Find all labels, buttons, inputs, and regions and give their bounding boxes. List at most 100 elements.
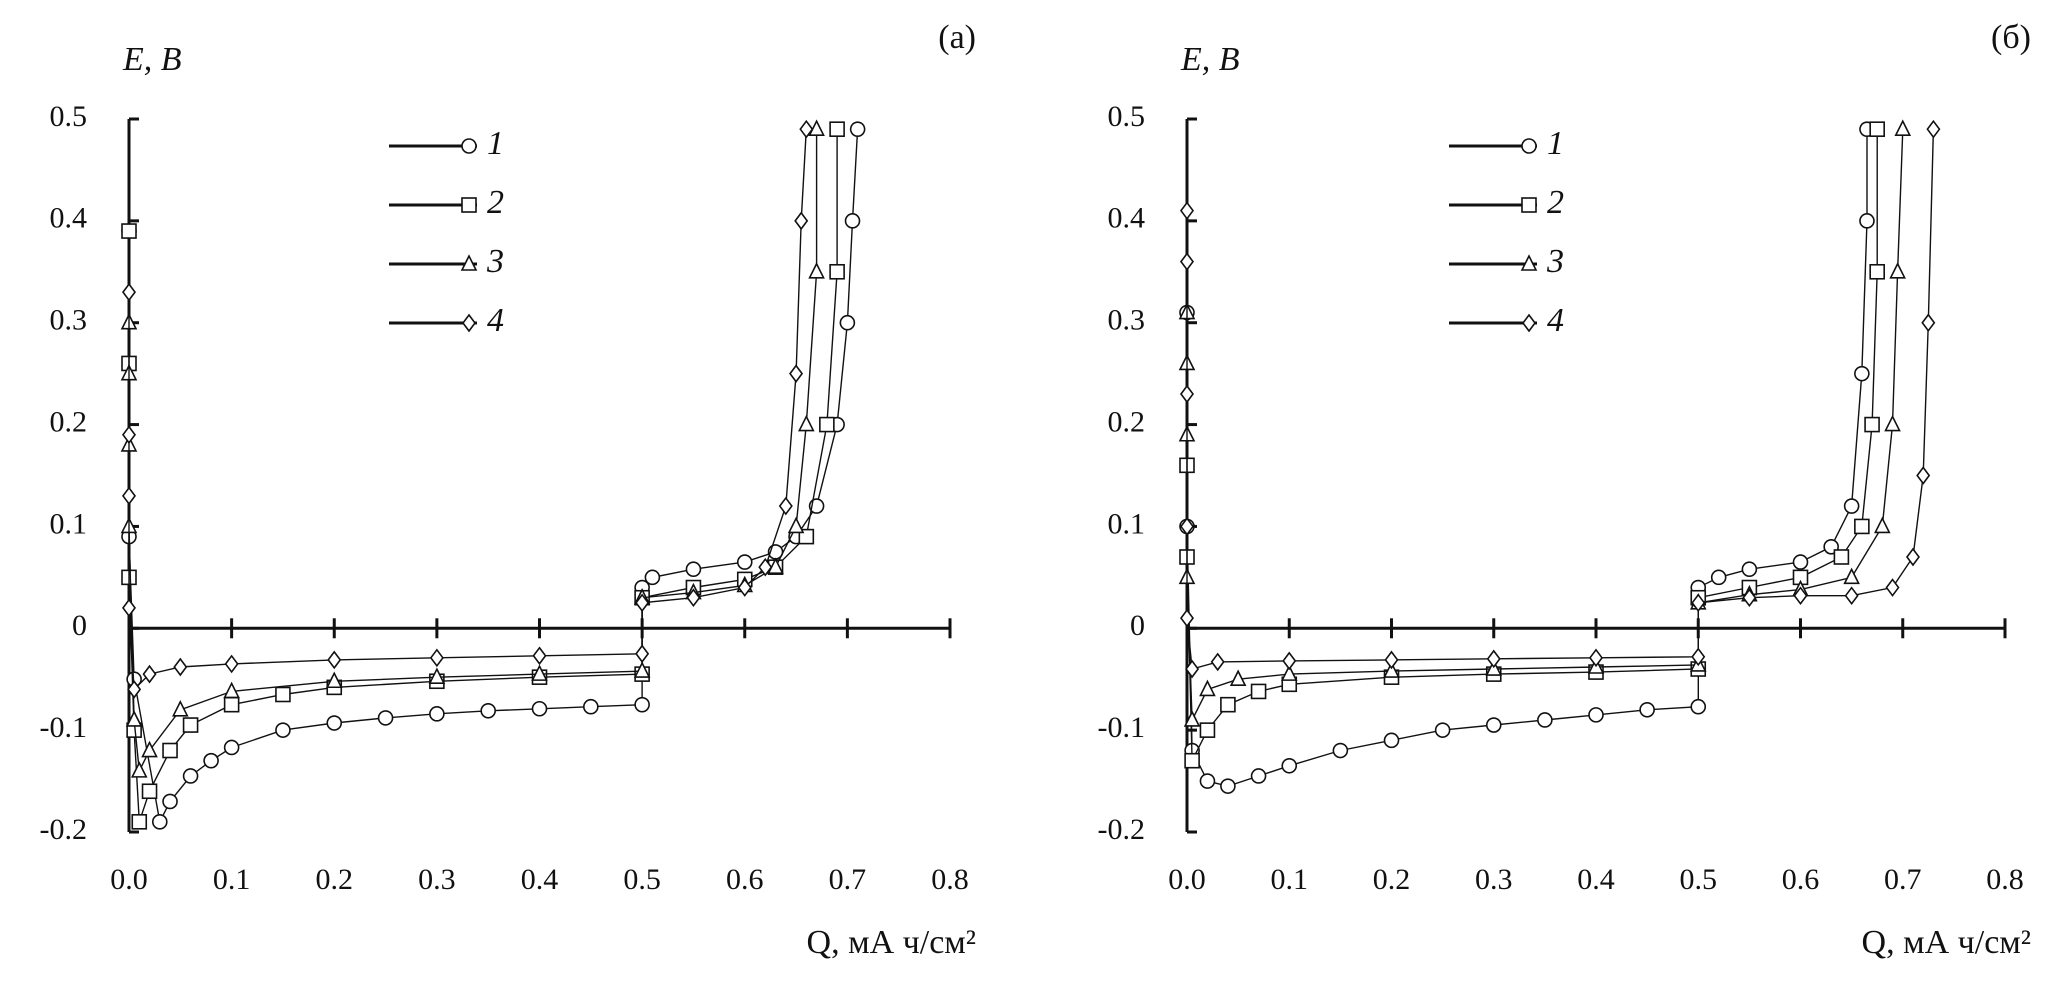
x-tick-label: 0.5 (623, 863, 661, 896)
data-point (1280, 664, 1298, 681)
series-line (128, 129, 807, 691)
series-line (128, 129, 818, 774)
data-point (172, 699, 189, 717)
data-point (327, 650, 342, 670)
data-point (736, 554, 753, 570)
data-point (1905, 547, 1920, 567)
data-point (325, 671, 343, 689)
data-point (1229, 669, 1247, 687)
data-point (758, 557, 773, 577)
data-point (1180, 252, 1194, 271)
data-point (377, 710, 394, 726)
data-point (125, 710, 143, 727)
data-point (635, 644, 650, 664)
legend-marker (1521, 138, 1537, 154)
legend-label: 2 (487, 184, 504, 221)
series-line (128, 129, 838, 823)
legend-label: 1 (487, 125, 504, 162)
data-point (162, 742, 178, 759)
data-point (1220, 696, 1236, 713)
legend-marker (1521, 197, 1537, 213)
y-tick-label: 0.1 (50, 507, 88, 540)
data-point (685, 561, 702, 578)
data-point (798, 414, 815, 432)
data-point (1250, 768, 1267, 784)
data-point (1383, 661, 1400, 678)
data-point (130, 761, 148, 778)
data-point (1588, 707, 1604, 723)
data-point (799, 119, 814, 139)
data-point (839, 314, 856, 331)
data-point (429, 648, 444, 668)
legend-marker (461, 138, 477, 154)
data-point (829, 121, 845, 137)
data-point (1537, 712, 1553, 728)
data-point (1282, 651, 1297, 671)
data-point (1843, 498, 1860, 514)
y-tick-label: -0.1 (1098, 711, 1146, 744)
data-point (1183, 710, 1201, 727)
legend-marker (460, 254, 478, 271)
x-tick-label: 0.5 (1680, 863, 1718, 896)
data-point (224, 654, 239, 674)
data-point (1854, 365, 1870, 382)
data-point (182, 768, 199, 784)
data-point (1894, 119, 1912, 136)
data-point (686, 588, 701, 608)
data-point (787, 516, 805, 534)
data-point (1434, 722, 1451, 738)
data-point (1180, 608, 1194, 628)
y-tick-label: 0.3 (1108, 304, 1146, 337)
x-tick-label: 0.7 (829, 863, 867, 896)
data-point (121, 223, 137, 239)
data-point (1859, 213, 1875, 229)
series-line (1186, 129, 1904, 721)
data-point (1869, 121, 1885, 137)
x-tick-label: 0.2 (1373, 863, 1411, 896)
x-tick-label: 0.1 (213, 863, 251, 896)
legend-marker (1520, 254, 1538, 271)
x-tick-label: 0.6 (1782, 863, 1820, 896)
x-tick-label: 0.3 (418, 863, 456, 896)
data-point (223, 696, 240, 713)
data-point (583, 698, 599, 715)
data-point (532, 646, 547, 666)
data-point (1210, 652, 1225, 672)
y-tick-label: 0.5 (50, 100, 88, 133)
data-point (141, 783, 158, 800)
data-point (142, 664, 157, 684)
data-point (1690, 698, 1707, 715)
data-point (819, 416, 835, 433)
data-point (1332, 742, 1349, 759)
data-point (1250, 683, 1267, 700)
data-point (122, 598, 136, 618)
data-point (122, 486, 136, 506)
data-point (1589, 648, 1603, 668)
data-point (1874, 516, 1891, 534)
data-point (1691, 647, 1706, 667)
data-point (1281, 757, 1298, 774)
data-point (1869, 263, 1885, 280)
data-point (1199, 679, 1216, 697)
legend-label: 3 (1546, 243, 1564, 280)
series-line (128, 129, 859, 824)
x-tick-label: 0.1 (1271, 863, 1309, 896)
data-point (1384, 650, 1399, 670)
data-point (1639, 701, 1655, 718)
x-tick-label: 0.0 (110, 863, 148, 896)
data-point (1383, 732, 1400, 749)
data-point (1921, 313, 1936, 333)
x-tick-label: 0.4 (521, 863, 559, 896)
data-point (808, 119, 825, 136)
y-tick-label: -0.1 (40, 711, 88, 744)
y-tick-label: -0.2 (1098, 813, 1146, 846)
data-point (1864, 416, 1880, 433)
x-tick-label: 0.7 (1884, 863, 1922, 896)
legend-marker (461, 197, 477, 213)
y-tick-label: 0 (72, 609, 87, 642)
data-point (1843, 567, 1860, 585)
data-point (644, 569, 661, 586)
data-point (1184, 752, 1200, 769)
data-point (1793, 586, 1808, 606)
